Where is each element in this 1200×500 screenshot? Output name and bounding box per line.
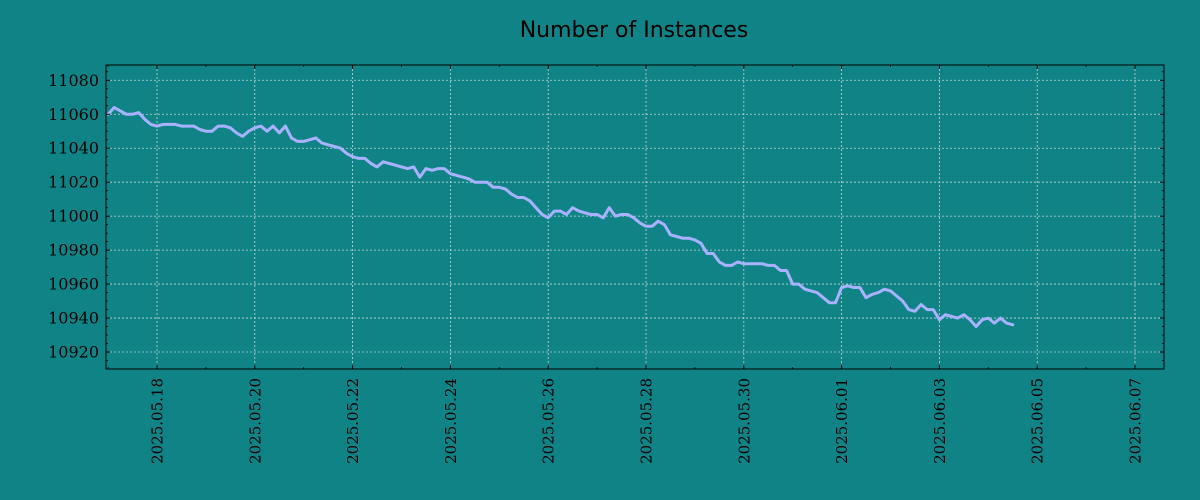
axes	[105, 64, 1165, 370]
y-tick-label: 11020	[48, 173, 99, 192]
y-tick-label: 10920	[48, 343, 99, 362]
x-tick-label: 2025.06.05	[1029, 378, 1047, 464]
chart-title: Number of Instances	[520, 18, 749, 43]
y-tick-label: 11060	[48, 105, 99, 124]
x-tick-label: 2025.06.01	[833, 378, 851, 464]
x-axis: 2025.05.18 2025.05.20 2025.05.22 2025.05.24…	[149, 378, 1145, 464]
y-tick-label: 11040	[48, 139, 99, 158]
y-tick-label: 10980	[48, 241, 99, 260]
grid	[106, 65, 1164, 369]
plot-frame	[105, 64, 1165, 370]
y-tick-label: 11000	[48, 207, 99, 226]
y-tick-label: 10940	[48, 309, 99, 328]
x-tick-label: 2025.05.18	[149, 378, 167, 464]
y-tick-label: 11080	[48, 71, 99, 90]
x-tick-label: 2025.05.30	[735, 378, 753, 464]
series-layer	[106, 106, 1015, 328]
y-axis: 10920 10940 10960 10980 11000 11020 11040 11060…	[48, 71, 99, 362]
x-tick-label: 2025.05.26	[540, 378, 558, 464]
x-tick-label: 2025.05.20	[246, 378, 264, 464]
series-line-1	[106, 106, 1015, 328]
x-tick-label: 2025.05.22	[344, 378, 362, 464]
x-tick-label: 2025.06.03	[931, 378, 949, 464]
x-tick-label: 2025.05.24	[442, 378, 460, 464]
x-tick-label: 2025.06.07	[1127, 378, 1145, 464]
y-tick-label: 10960	[48, 275, 99, 294]
x-tick-label: 2025.05.28	[638, 378, 656, 464]
